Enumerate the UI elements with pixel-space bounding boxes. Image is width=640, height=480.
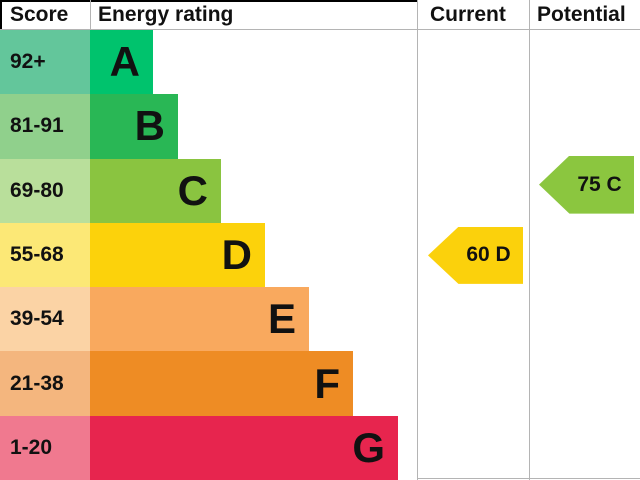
- band-bar: C: [90, 158, 221, 223]
- top-border: [0, 0, 418, 2]
- band-bar: A: [90, 30, 153, 95]
- band-bar: E: [90, 287, 309, 352]
- band-row-d: 55-68 D: [0, 222, 417, 288]
- band-score-label: 39-54: [10, 307, 64, 331]
- band-letter: E: [267, 295, 296, 343]
- band-score-cell: 81-91: [0, 94, 90, 159]
- band-bar: F: [90, 351, 353, 416]
- band-bar: D: [90, 222, 265, 288]
- band-score-cell: 92+: [0, 30, 90, 95]
- band-bar: B: [90, 94, 178, 159]
- potential-rating-label: 75 C: [577, 172, 622, 196]
- band-letter: C: [177, 166, 208, 214]
- header-underline: [0, 29, 640, 30]
- band-score-label: 92+: [10, 50, 46, 74]
- band-letter: B: [134, 102, 165, 150]
- band-row-g: 1-20 G: [0, 415, 417, 480]
- score-header-divider: [90, 0, 91, 29]
- band-row-f: 21-38 F: [0, 351, 417, 416]
- band-row-b: 81-91 B: [0, 94, 417, 159]
- score-column-header: Score: [10, 3, 69, 26]
- band-score-label: 55-68: [10, 242, 64, 266]
- header-left-border: [0, 0, 2, 29]
- band-row-a: 92+ A: [0, 30, 417, 95]
- energy-rating-column-header: Energy rating: [98, 3, 234, 26]
- potential-rating-arrow: 75 C: [539, 155, 634, 214]
- band-score-label: 21-38: [10, 371, 64, 395]
- band-score-cell: 69-80: [0, 158, 90, 223]
- potential-column-header: Potential: [537, 3, 626, 26]
- band-letter: F: [314, 359, 340, 407]
- band-score-cell: 1-20: [0, 415, 90, 480]
- bottom-border: [417, 478, 640, 479]
- potential-column-divider: [529, 0, 530, 480]
- band-letter: D: [221, 230, 252, 278]
- band-score-cell: 39-54: [0, 287, 90, 352]
- band-score-label: 69-80: [10, 178, 64, 202]
- band-letter: G: [352, 423, 385, 471]
- band-score-cell: 55-68: [0, 222, 90, 288]
- band-row-c: 69-80 C: [0, 158, 417, 223]
- current-rating-label: 60 D: [466, 243, 511, 267]
- current-column-divider: [417, 0, 418, 480]
- band-bar: G: [90, 415, 398, 480]
- current-column-header: Current: [430, 3, 506, 26]
- band-score-cell: 21-38: [0, 351, 90, 416]
- current-rating-arrow: 60 D: [428, 226, 523, 284]
- band-letter: A: [109, 38, 140, 86]
- band-score-label: 1-20: [10, 435, 53, 459]
- band-score-label: 81-91: [10, 114, 64, 138]
- band-row-e: 39-54 E: [0, 287, 417, 352]
